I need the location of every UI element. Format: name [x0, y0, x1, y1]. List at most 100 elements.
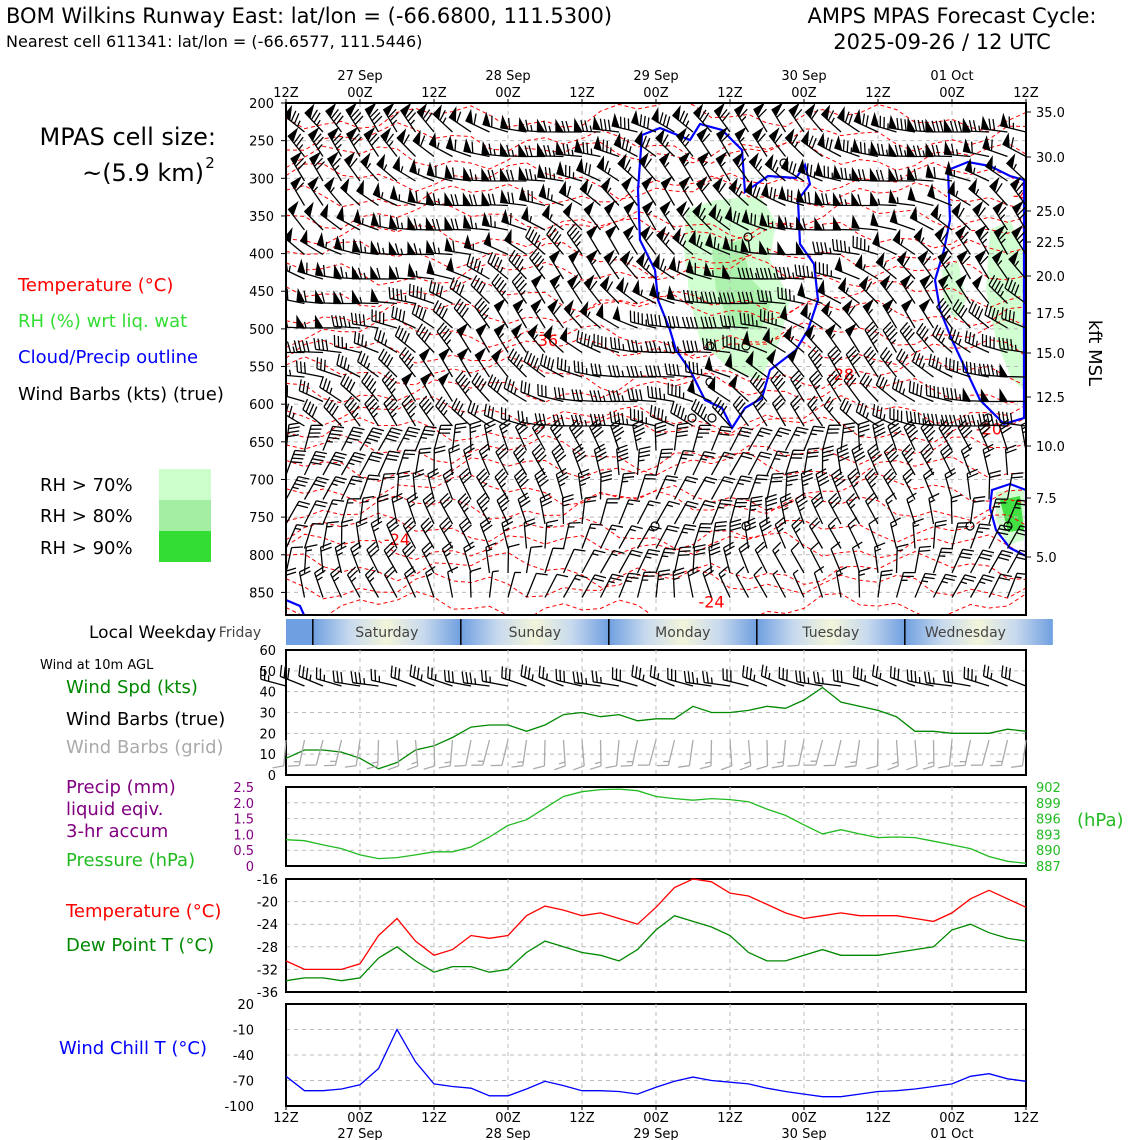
wind-barb	[724, 205, 749, 231]
wind-barb	[315, 261, 342, 280]
wind-barb	[692, 476, 718, 500]
chart-subtitle: Nearest cell 611341: lat/lon = (-66.6577…	[6, 32, 422, 51]
wind-barb	[869, 140, 897, 158]
wind-barb	[707, 375, 731, 403]
wind-barb	[817, 132, 842, 158]
wind-barb	[370, 240, 398, 256]
wind-barb	[287, 200, 306, 231]
wind-barb	[609, 337, 638, 354]
wind-barb	[573, 117, 601, 133]
wind-barb	[925, 163, 953, 182]
wind-barb	[380, 127, 398, 157]
wind-barb	[772, 541, 787, 574]
wind-barb	[988, 524, 1012, 549]
temperature-contour	[286, 103, 1026, 133]
true-wind-barb	[812, 671, 842, 687]
temperature-tick-label: -28	[257, 941, 278, 956]
wind-barb	[857, 420, 870, 451]
wind-barb	[708, 203, 731, 231]
wind-barb	[474, 297, 491, 329]
pressure-tick-label: 500	[249, 323, 274, 338]
wind-barb	[692, 523, 713, 549]
wind-barb	[654, 420, 667, 451]
wind-barb	[722, 235, 749, 256]
windchill-line	[285, 1028, 1027, 1098]
wind-barb	[593, 135, 620, 158]
wind-barb	[951, 201, 971, 231]
wind-barb	[952, 298, 971, 329]
true-wind-barb	[982, 664, 1008, 687]
wind-barb	[439, 492, 454, 525]
wind-barb	[692, 544, 706, 574]
grid-wind-barb	[323, 739, 343, 767]
precip-tick-label: 0	[246, 860, 254, 875]
wind-barb	[854, 253, 879, 280]
true-wind-barb	[443, 669, 472, 687]
true-wind-barb	[501, 666, 527, 687]
true-wind-barb	[852, 665, 879, 687]
true-wind-barb	[795, 670, 823, 687]
wind-barb	[356, 350, 379, 378]
wind-barb	[549, 419, 565, 451]
wind-barb	[955, 273, 972, 304]
temperature-panel: -16 -20 -24 -28 -32 -36	[257, 873, 1027, 1001]
wind-barb	[998, 418, 1012, 451]
wind-barb	[323, 396, 342, 427]
wind-barb	[383, 394, 399, 427]
wind-barb	[432, 300, 453, 329]
wind-barb	[592, 115, 620, 133]
wind-barb	[327, 126, 344, 157]
wind-barb	[843, 371, 861, 402]
wind-barb	[571, 389, 601, 403]
wind-barb	[433, 445, 446, 476]
grid-wind-barb	[756, 739, 769, 770]
true-wind-barb	[923, 671, 953, 687]
wind-barb	[536, 142, 564, 158]
wind-barb	[458, 468, 472, 500]
wind-barb	[823, 396, 842, 427]
wind-barb	[808, 517, 824, 549]
wind-barb	[787, 347, 805, 378]
wind-barb	[817, 279, 842, 305]
wind-barb	[364, 566, 380, 598]
wind-barb	[1009, 176, 1026, 206]
wind-barb	[739, 312, 768, 329]
wind-barb	[673, 449, 695, 476]
wind-barb	[870, 211, 897, 231]
wind-barb	[356, 179, 379, 207]
wind-barb	[586, 249, 602, 280]
wind-barb	[712, 176, 731, 206]
wind-barb	[710, 520, 727, 549]
wind-barb	[932, 519, 947, 549]
wind-barb	[426, 161, 453, 182]
wind-barb	[836, 106, 860, 133]
cell-size-exponent: 2	[205, 154, 215, 172]
wind-barb	[316, 357, 342, 378]
wind-barb	[364, 395, 380, 427]
grid-wind-barb	[866, 739, 879, 770]
wind-barb	[603, 249, 620, 280]
windchill-tick-label: -70	[233, 1075, 254, 1090]
wind-barb	[872, 419, 886, 451]
wind-barb	[634, 129, 657, 158]
grid-wind-barb	[620, 739, 639, 767]
wind-barb	[610, 418, 625, 451]
precip-label-3: 3-hr accum	[66, 821, 168, 842]
wind-barb	[968, 178, 990, 206]
true-wind-barb	[332, 670, 361, 687]
wind-barb	[544, 573, 569, 598]
wind-barb	[795, 240, 823, 256]
wind-barb	[555, 141, 583, 158]
wind-barb	[673, 546, 692, 574]
wind-barb	[388, 287, 416, 305]
wind-barb	[969, 574, 995, 598]
wind-barb	[493, 298, 509, 329]
wind-barb	[303, 424, 323, 451]
wind-barb	[879, 274, 898, 304]
wind-tick-label: 10	[259, 748, 276, 763]
wind-barb	[852, 235, 879, 256]
wind-barb	[1025, 547, 1026, 549]
wind-barb	[696, 126, 713, 157]
wind-barb	[394, 325, 416, 354]
